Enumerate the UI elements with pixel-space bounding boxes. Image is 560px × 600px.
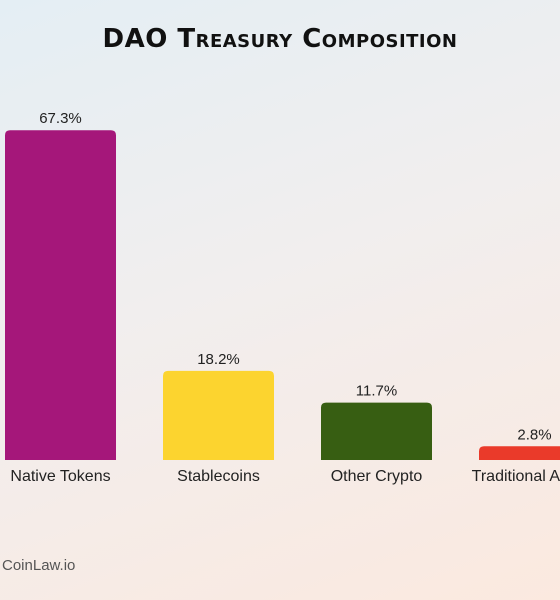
category-label: Traditional Assets [472, 468, 560, 485]
value-label: 67.3% [39, 110, 82, 127]
category-label: Stablecoins [177, 468, 260, 485]
bar-other-crypto [321, 402, 432, 460]
bar-native-tokens [5, 130, 116, 461]
value-label: 18.2% [197, 351, 240, 368]
value-label: 2.8% [517, 426, 551, 443]
chart-title: DAO Treasury Composition [102, 24, 458, 54]
bar-traditional-assets [479, 446, 560, 460]
category-label: Native Tokens [10, 468, 110, 485]
watermark: CoinLaw.io [2, 557, 76, 574]
bar-stablecoins [163, 370, 274, 460]
category-label: Other Crypto [331, 468, 423, 485]
value-label: 11.7% [356, 383, 397, 400]
